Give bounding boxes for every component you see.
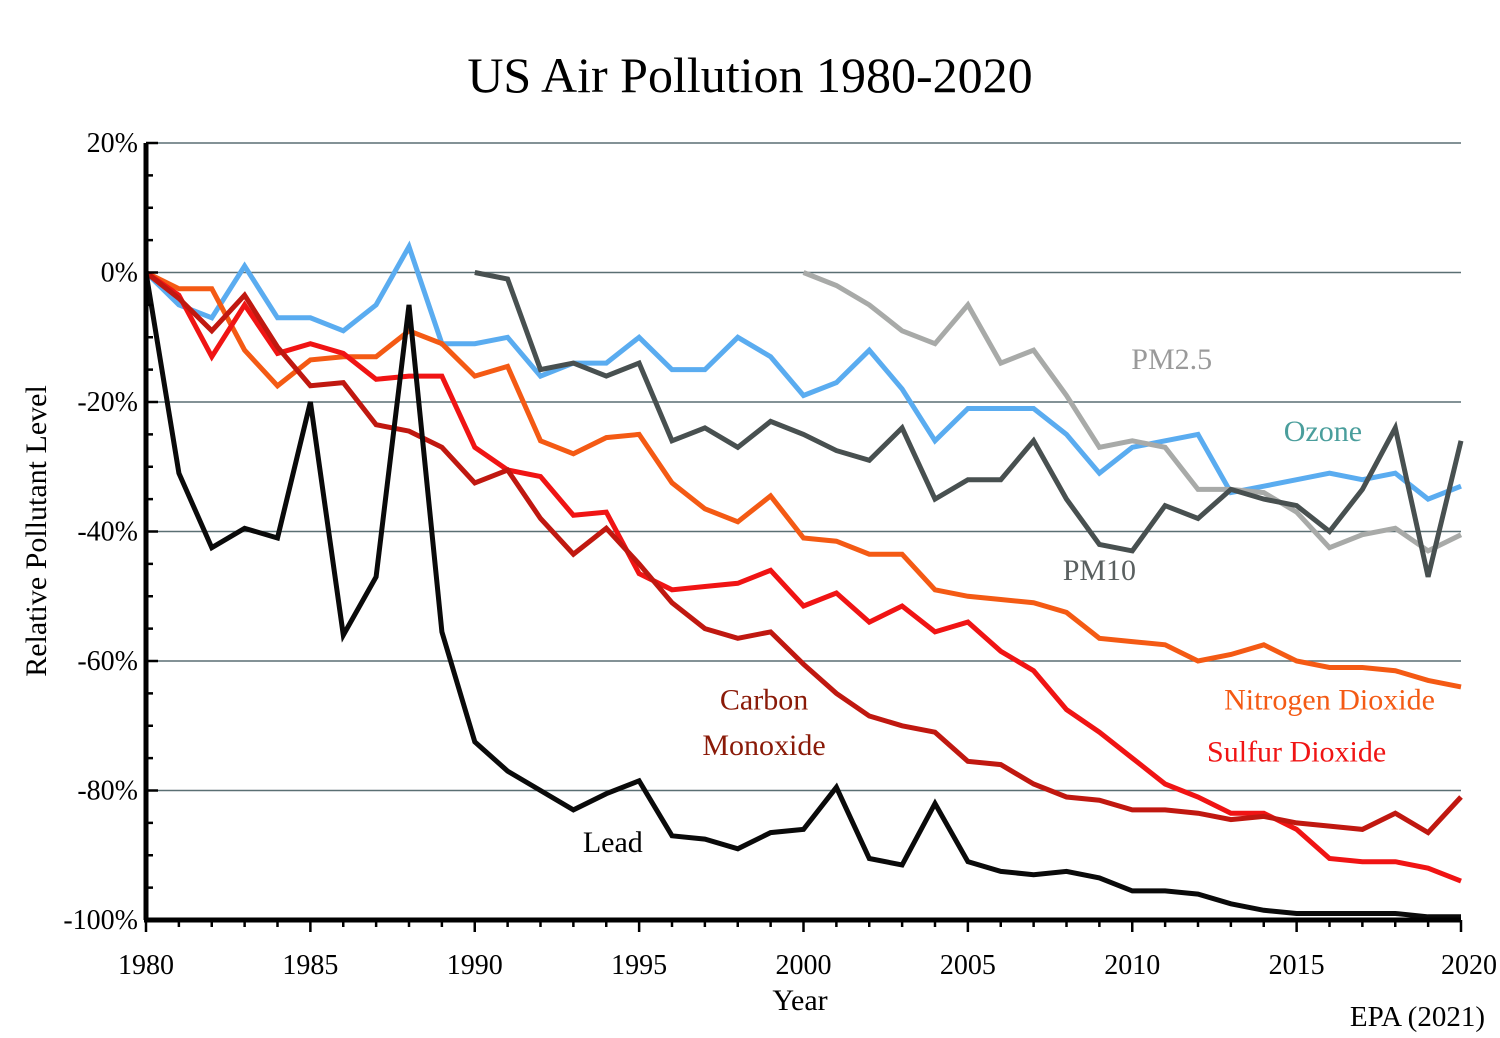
- x-tick-label: 1980: [118, 950, 174, 981]
- x-tick-label: 2020: [1441, 950, 1497, 981]
- x-tick-label: 2000: [776, 950, 832, 981]
- y-tick-label: -40%: [77, 517, 138, 548]
- series-labels: PM2.5 Ozone PM10 Nitrogen Dioxide Sulfur Dio…: [583, 343, 1435, 859]
- series-label: Monoxide: [702, 729, 825, 762]
- series-label: PM2.5: [1131, 343, 1212, 376]
- series-lines: [143, 240, 1464, 920]
- series-line-pm2-5: [802, 270, 1463, 554]
- grid-lines: [146, 142, 1461, 921]
- series-line-ozone: [144, 240, 1462, 502]
- series-line-carbon-monoxide: [144, 270, 1463, 836]
- x-tick-label: 1990: [447, 950, 503, 981]
- series-label: PM10: [1063, 554, 1136, 587]
- tick-labels: 20% 0% -20% -40% -60% -80% -100% 1980 1985 1990 19…: [63, 128, 1497, 981]
- source-note: EPA (2021): [1350, 1001, 1485, 1033]
- x-tick-label: 1995: [611, 950, 667, 981]
- series-label: Carbon: [720, 684, 808, 717]
- y-axis-label: Relative Pollutant Level: [20, 385, 53, 677]
- series-line-nitrogen-dioxide: [144, 270, 1462, 690]
- y-tick-label: 0%: [101, 258, 138, 289]
- series-line-lead: [143, 272, 1461, 920]
- x-tick-label: 1985: [282, 950, 338, 981]
- series-label: Ozone: [1284, 415, 1362, 448]
- series-line-pm10: [474, 270, 1464, 578]
- axes: [143, 141, 1463, 932]
- chart-title: US Air Pollution 1980-2020: [467, 47, 1032, 103]
- y-tick-label: -20%: [77, 387, 138, 418]
- x-tick-label: 2010: [1104, 950, 1160, 981]
- series-label: Nitrogen Dioxide: [1224, 684, 1435, 717]
- series-label: Lead: [583, 826, 643, 859]
- series-line-sulfur-dioxide: [144, 270, 1462, 884]
- series-label: Sulfur Dioxide: [1207, 735, 1386, 768]
- y-tick-label: -60%: [77, 646, 138, 677]
- x-tick-label: 2015: [1269, 950, 1325, 981]
- y-tick-label: -80%: [77, 776, 138, 807]
- y-tick-label: -100%: [63, 905, 138, 936]
- x-tick-label: 2005: [940, 950, 996, 981]
- x-axis-label: Year: [772, 984, 827, 1017]
- y-tick-label: 20%: [87, 128, 138, 159]
